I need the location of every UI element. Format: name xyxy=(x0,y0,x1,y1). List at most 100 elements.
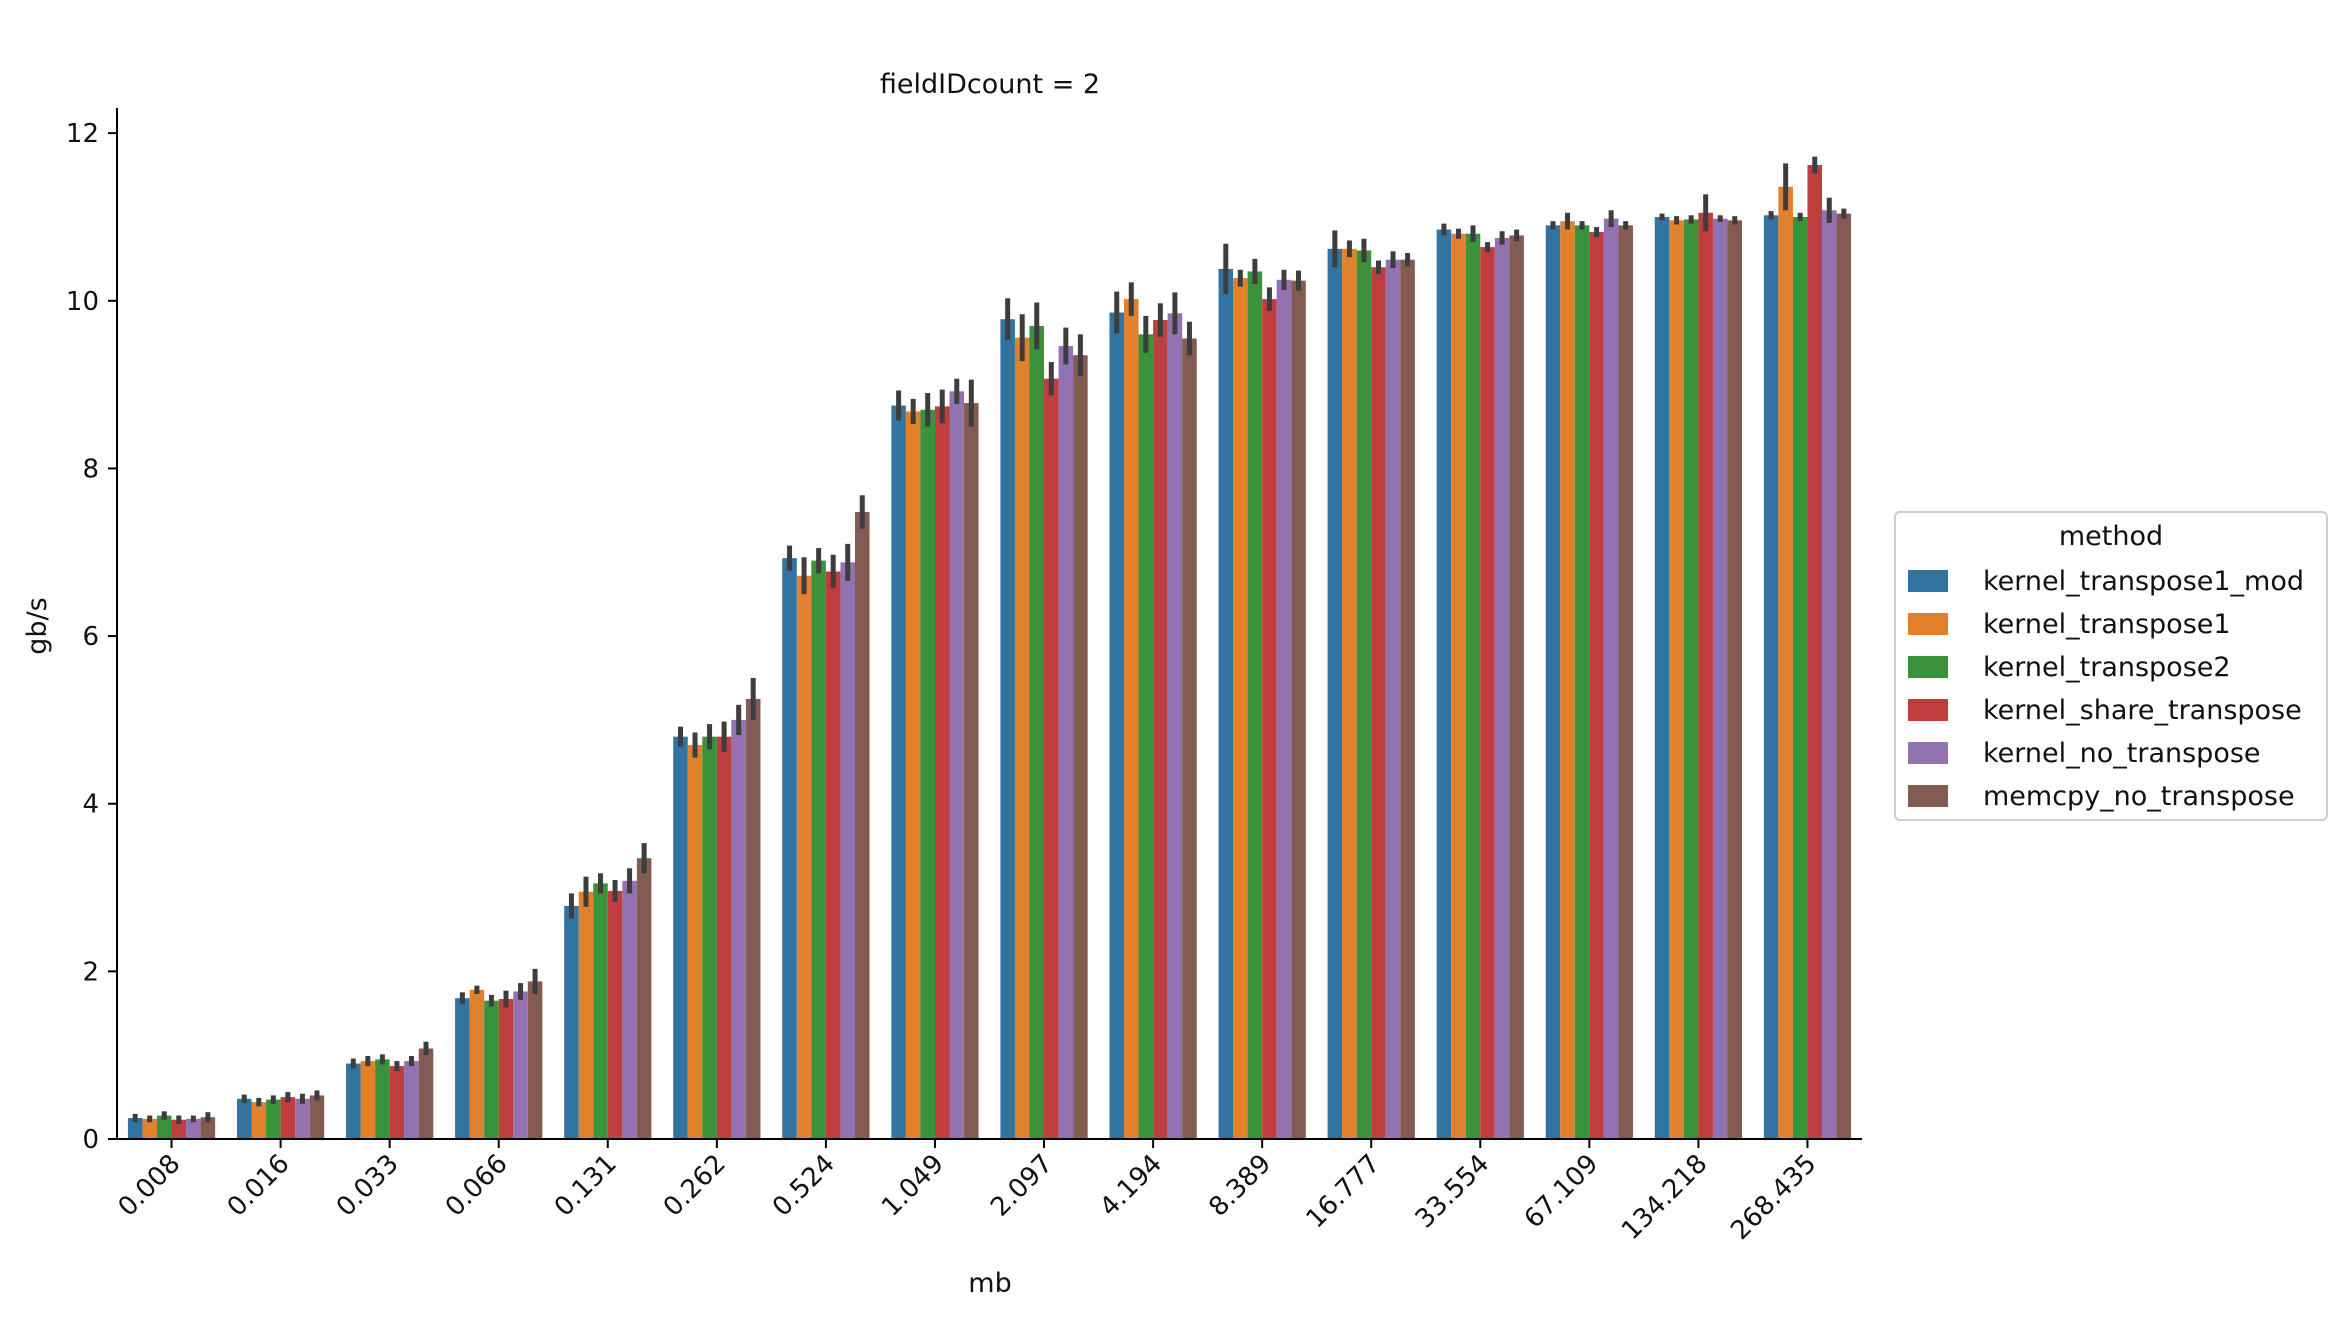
legend-swatch-kernel_transpose2 xyxy=(1908,656,1948,678)
bar-kernel_transpose1_mod-0.524 xyxy=(782,558,797,1139)
bars-group xyxy=(127,165,1852,1140)
bar-kernel_transpose2-16.777 xyxy=(1356,250,1372,1139)
bar-kernel_transpose2-0.262 xyxy=(702,736,717,1139)
bar-kernel_no_transpose-4.194 xyxy=(1167,313,1183,1139)
bar-memcpy_no_transpose-2.097 xyxy=(1073,355,1088,1139)
bar-kernel_no_transpose-0.033 xyxy=(404,1061,419,1139)
bar-kernel_no_transpose-268.435 xyxy=(1822,210,1837,1139)
bar-kernel_transpose1_mod-1.049 xyxy=(891,405,906,1139)
bar-kernel_transpose1-0.262 xyxy=(687,745,703,1139)
bar-kernel_transpose1-1.049 xyxy=(905,411,921,1139)
bar-kernel_no_transpose-134.218 xyxy=(1712,218,1728,1139)
bar-kernel_share_transpose-268.435 xyxy=(1807,165,1823,1139)
y-tick-label: 12 xyxy=(66,119,99,149)
bar-kernel_transpose2-0.066 xyxy=(484,1000,499,1139)
error-bars-group xyxy=(132,156,1847,1124)
bar-kernel_transpose2-33.554 xyxy=(1465,233,1481,1140)
bar-kernel_transpose1-0.524 xyxy=(796,575,812,1139)
bar-memcpy_no_transpose-134.218 xyxy=(1727,220,1743,1139)
bar-memcpy_no_transpose-1.049 xyxy=(964,403,979,1139)
bar-kernel_transpose2-0.131 xyxy=(593,883,608,1139)
bar-kernel_no_transpose-2.097 xyxy=(1058,346,1074,1139)
bar-kernel_transpose1-33.554 xyxy=(1451,233,1466,1140)
y-axis-label: gb/s xyxy=(22,597,53,654)
bar-kernel_transpose2-8.389 xyxy=(1247,271,1263,1139)
bar-kernel_share_transpose-0.262 xyxy=(716,736,732,1139)
bar-kernel_transpose1_mod-8.389 xyxy=(1218,268,1234,1139)
bar-kernel_no_transpose-0.008 xyxy=(186,1118,201,1139)
bar-kernel_transpose2-0.008 xyxy=(156,1115,172,1139)
bar-kernel_transpose1_mod-134.218 xyxy=(1654,216,1670,1140)
bar-memcpy_no_transpose-4.194 xyxy=(1182,338,1197,1139)
y-tick-label: 4 xyxy=(82,790,99,820)
bar-kernel_no_transpose-0.066 xyxy=(513,991,528,1139)
legend-swatch-kernel_share_transpose xyxy=(1908,699,1948,721)
bar-kernel_transpose1_mod-16.777 xyxy=(1327,248,1343,1139)
bar-memcpy_no_transpose-0.008 xyxy=(200,1117,216,1139)
bar-kernel_no_transpose-33.554 xyxy=(1494,237,1510,1140)
legend-label-kernel_transpose1: kernel_transpose1 xyxy=(1983,609,2231,640)
bar-kernel_transpose2-67.109 xyxy=(1574,225,1590,1140)
bar-kernel_no_transpose-67.109 xyxy=(1603,218,1619,1139)
legend-swatch-memcpy_no_transpose xyxy=(1908,785,1948,807)
bar-kernel_no_transpose-8.389 xyxy=(1276,279,1292,1140)
chart-title: fieldIDcount = 2 xyxy=(880,69,1100,100)
y-tick-label: 6 xyxy=(82,622,99,652)
bar-kernel_share_transpose-134.218 xyxy=(1698,212,1713,1139)
bar-memcpy_no_transpose-0.033 xyxy=(418,1048,434,1139)
bar-kernel_no_transpose-16.777 xyxy=(1385,259,1401,1140)
legend-title: method xyxy=(2059,521,2163,552)
bar-kernel_no_transpose-0.262 xyxy=(731,719,746,1139)
bar-memcpy_no_transpose-0.262 xyxy=(745,698,761,1139)
bar-kernel_transpose1_mod-0.131 xyxy=(564,905,579,1139)
bar-kernel_transpose1_mod-0.008 xyxy=(127,1118,143,1139)
legend-label-kernel_transpose1_mod: kernel_transpose1_mod xyxy=(1983,566,2304,597)
bar-kernel_no_transpose-0.016 xyxy=(295,1098,310,1139)
legend-frame xyxy=(1894,511,2328,821)
bar-kernel_transpose2-0.033 xyxy=(375,1059,390,1139)
bar-kernel_share_transpose-0.066 xyxy=(498,999,514,1139)
bar-kernel_share_transpose-0.008 xyxy=(171,1119,187,1139)
bar-kernel_transpose1_mod-2.097 xyxy=(1000,319,1015,1140)
bar-memcpy_no_transpose-268.435 xyxy=(1836,213,1852,1140)
y-tick-label: 2 xyxy=(82,957,99,987)
bar-memcpy_no_transpose-33.554 xyxy=(1509,235,1524,1139)
y-tick-label: 0 xyxy=(82,1125,99,1155)
bar-kernel_transpose1_mod-4.194 xyxy=(1109,312,1125,1139)
bar-kernel_share_transpose-0.524 xyxy=(825,571,841,1139)
bar-kernel_transpose2-4.194 xyxy=(1138,334,1154,1139)
bar-memcpy_no_transpose-8.389 xyxy=(1291,280,1306,1139)
legend-label-kernel_no_transpose: kernel_no_transpose xyxy=(1983,738,2261,769)
bar-kernel_share_transpose-0.033 xyxy=(389,1066,405,1139)
bar-kernel_share_transpose-0.016 xyxy=(280,1097,296,1139)
bar-kernel_transpose1_mod-33.554 xyxy=(1436,229,1452,1140)
bar-kernel_share_transpose-0.131 xyxy=(607,890,623,1139)
bar-kernel_transpose2-268.435 xyxy=(1792,216,1808,1140)
bar-kernel_transpose2-2.097 xyxy=(1029,325,1045,1139)
bar-memcpy_no_transpose-0.016 xyxy=(309,1095,325,1139)
bar-kernel_transpose1-8.389 xyxy=(1233,278,1248,1139)
bar-kernel_transpose1-134.218 xyxy=(1669,220,1684,1139)
y-tick-label: 8 xyxy=(82,454,99,484)
bar-kernel_transpose1-2.097 xyxy=(1014,337,1030,1139)
bar-kernel_share_transpose-8.389 xyxy=(1262,299,1277,1139)
bar-kernel_transpose1-67.109 xyxy=(1560,221,1575,1139)
x-axis-label: mb xyxy=(968,1268,1011,1299)
bar-kernel_transpose1-16.777 xyxy=(1342,248,1357,1139)
bar-memcpy_no_transpose-0.131 xyxy=(636,858,652,1139)
bar-kernel_transpose1_mod-0.262 xyxy=(673,736,688,1139)
bar-kernel_transpose1-4.194 xyxy=(1124,299,1139,1139)
bar-kernel_no_transpose-0.131 xyxy=(622,880,637,1139)
bar-memcpy_no_transpose-0.066 xyxy=(527,981,543,1139)
bar-kernel_transpose1_mod-0.066 xyxy=(455,998,470,1139)
bar-kernel_transpose2-0.016 xyxy=(266,1099,281,1139)
bar-kernel_share_transpose-33.554 xyxy=(1480,247,1495,1139)
y-tick-label: 10 xyxy=(66,287,99,317)
legend-label-kernel_share_transpose: kernel_share_transpose xyxy=(1983,695,2302,726)
bar-memcpy_no_transpose-0.524 xyxy=(854,512,870,1139)
bar-kernel_transpose1-268.435 xyxy=(1778,186,1793,1140)
bar-kernel_share_transpose-67.109 xyxy=(1589,232,1604,1139)
bar-kernel_transpose2-0.524 xyxy=(811,560,826,1139)
